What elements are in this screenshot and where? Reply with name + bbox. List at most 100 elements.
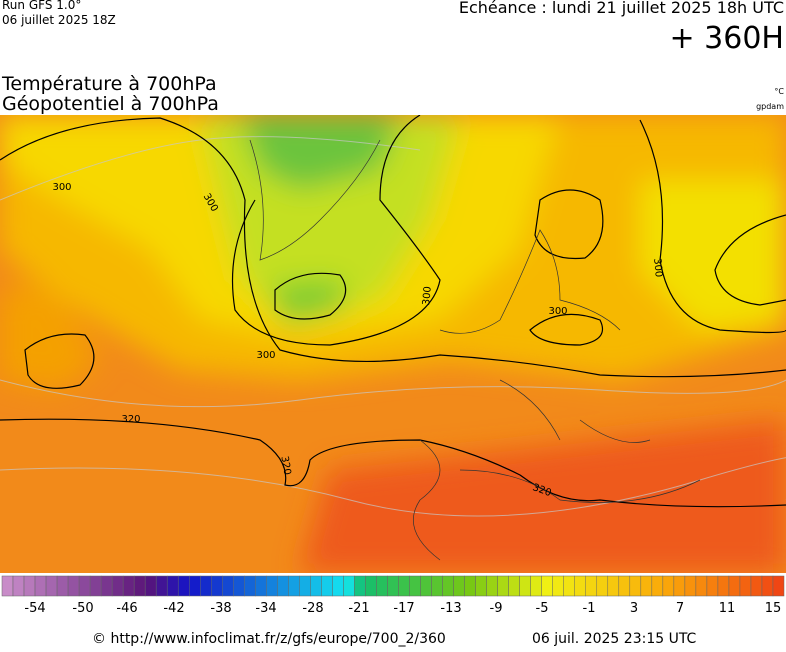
- colorbar-swatch: [607, 575, 620, 597]
- contour-label: 320: [278, 455, 292, 476]
- colorbar-swatch: [541, 575, 553, 597]
- colorbar-swatch: [552, 575, 564, 597]
- title-geopotential: Géopotentiel à 700hPa: [2, 93, 219, 115]
- colorbar-swatch: [673, 575, 686, 597]
- colorbar-swatch: [23, 575, 36, 597]
- colorbar-labels: -54 -50 -46 -42 -38 -34 -28 -21 -17 -13 …: [24, 601, 781, 616]
- colorbar-swatch: [12, 575, 25, 597]
- colorbar-swatch: [629, 575, 642, 597]
- colorbar-swatch: [387, 575, 399, 597]
- contour-label: 300: [548, 306, 567, 317]
- contour-label: 300: [651, 258, 664, 278]
- colorbar-swatch: [266, 575, 278, 597]
- footer-timestamp: 06 juil. 2025 23:15 UTC: [532, 631, 697, 647]
- run-label: Run GFS 1.0°: [2, 0, 81, 12]
- colorbar-swatch: [100, 575, 113, 597]
- colorbar-swatch: [34, 575, 47, 597]
- colorbar-swatch: [420, 575, 432, 597]
- colorbar-label: 15: [765, 601, 782, 616]
- colorbar-swatch: [211, 575, 223, 597]
- colorbar-swatch: [684, 575, 697, 597]
- colorbar-label: -34: [255, 601, 276, 616]
- colorbar-label: 7: [676, 601, 684, 616]
- contour-label: 300: [52, 182, 71, 193]
- colorbar-swatch: [618, 575, 631, 597]
- colorbar-swatch: [662, 575, 675, 597]
- colorbar-swatch: [354, 575, 366, 597]
- colorbar-swatch: [188, 575, 201, 597]
- colorbar-swatch: [78, 575, 91, 597]
- colorbar-swatch: [409, 575, 421, 597]
- colorbar-swatch: [717, 575, 730, 597]
- colorbar-swatch: [651, 575, 664, 597]
- contour-label: 300: [421, 286, 434, 306]
- forecast-label: Echéance : lundi 21 juillet 2025 18h UTC: [459, 0, 784, 17]
- colorbar-swatch: [750, 575, 763, 597]
- colorbar-label: -54: [24, 601, 45, 616]
- colorbar-swatch: [497, 575, 509, 597]
- colorbar-swatch: [122, 575, 135, 597]
- colorbar-swatch: [310, 575, 322, 597]
- colorbar-swatch: [640, 575, 653, 597]
- colorbar-label: -28: [302, 601, 323, 616]
- title-temperature: Température à 700hPa: [1, 73, 217, 95]
- colorbar-swatch: [574, 575, 586, 597]
- contour-label: 300: [256, 350, 275, 361]
- colorbar-swatch: [56, 575, 69, 597]
- colorbar-label: -13: [440, 601, 461, 616]
- colorbar-label: -1: [583, 601, 596, 616]
- colorbar-swatch: [365, 575, 377, 597]
- colorbar-label: -50: [72, 601, 93, 616]
- colorbar-swatch: [519, 575, 531, 597]
- colorbar-swatch: [442, 575, 454, 597]
- colorbar-label: 3: [630, 601, 638, 616]
- colorbar-swatch: [739, 575, 752, 597]
- colorbar-label: -17: [393, 601, 414, 616]
- colorbar-swatch: [1, 575, 14, 597]
- colorbar-swatch: [761, 575, 774, 597]
- colorbar-swatch: [288, 575, 300, 597]
- colorbar-swatch: [376, 575, 388, 597]
- colorbar-label: -46: [116, 601, 137, 616]
- colorbar-label: -5: [536, 601, 549, 616]
- colorbar-swatch: [706, 575, 719, 597]
- colorbar-swatch: [222, 575, 234, 597]
- colorbar-swatch: [155, 575, 168, 597]
- unit-temperature: °C: [774, 87, 784, 96]
- colorbar-swatch: [464, 575, 476, 597]
- contour-label: 320: [121, 414, 140, 425]
- colorbar-swatch: [486, 575, 498, 597]
- colorbar-swatch: [111, 575, 124, 597]
- footer-url: © http://www.infoclimat.fr/z/gfs/europe/…: [92, 631, 446, 647]
- colorbar-swatch: [177, 575, 190, 597]
- colorbar-swatch: [585, 575, 598, 597]
- colorbar-swatch: [431, 575, 443, 597]
- colorbar-swatch: [728, 575, 741, 597]
- colorbar-swatch: [277, 575, 289, 597]
- colorbar-label: 11: [719, 601, 736, 616]
- colorbar-swatch: [133, 575, 146, 597]
- colorbar-swatch: [200, 575, 212, 597]
- map: 300 300 300 300 300 300 320 320 320: [0, 115, 786, 573]
- colorbar-swatch: [508, 575, 520, 597]
- colorbar-swatch: [233, 575, 245, 597]
- colorbar-label: -21: [348, 601, 369, 616]
- colorbar-swatch: [45, 575, 58, 597]
- colorbar-swatch: [343, 575, 355, 597]
- unit-geopotential: gpdam: [756, 102, 784, 111]
- colorbar-swatch: [89, 575, 102, 597]
- colorbar-label: -38: [210, 601, 231, 616]
- colorbar-swatch: [332, 575, 344, 597]
- colorbar-swatch: [475, 575, 487, 597]
- colorbar-swatch: [299, 575, 311, 597]
- run-date: 06 juillet 2025 18Z: [2, 13, 116, 27]
- colorbar-label: -9: [490, 601, 503, 616]
- lead-time: + 360H: [670, 21, 785, 56]
- colorbar-swatch: [144, 575, 157, 597]
- colorbar-swatch: [772, 575, 785, 597]
- colorbar-swatch: [453, 575, 465, 597]
- colorbar-swatch: [67, 575, 80, 597]
- colorbar: [1, 575, 785, 597]
- colorbar-swatch: [695, 575, 708, 597]
